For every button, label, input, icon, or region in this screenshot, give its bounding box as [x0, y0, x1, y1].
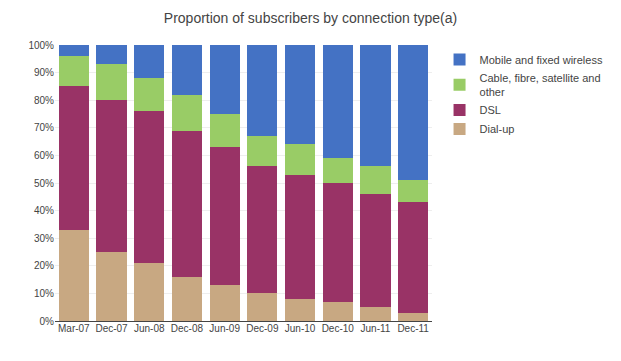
svg-text:Cable, fibre, satellite andoth: Cable, fibre, satellite andother — [480, 72, 601, 98]
svg-text:10%: 10% — [34, 288, 54, 299]
svg-text:Dec-08: Dec-08 — [171, 323, 204, 334]
svg-text:Proportion of subscribers by c: Proportion of subscribers by connection … — [164, 10, 457, 26]
svg-text:90%: 90% — [34, 67, 54, 78]
svg-text:Dec-11: Dec-11 — [397, 323, 429, 334]
svg-text:50%: 50% — [34, 178, 54, 189]
svg-text:Mar-07: Mar-07 — [58, 323, 90, 334]
svg-text:Dial-up: Dial-up — [480, 123, 515, 135]
svg-text:70%: 70% — [34, 122, 54, 133]
svg-text:80%: 80% — [34, 95, 54, 106]
svg-text:0%: 0% — [40, 316, 55, 327]
svg-text:Mobile and fixed wireless: Mobile and fixed wireless — [480, 54, 603, 66]
svg-text:Jun-08: Jun-08 — [134, 323, 165, 334]
svg-text:DSL: DSL — [480, 104, 501, 116]
svg-text:Jun-09: Jun-09 — [209, 323, 240, 334]
svg-text:Jun-10: Jun-10 — [285, 323, 316, 334]
svg-text:60%: 60% — [34, 150, 54, 161]
svg-text:Dec-09: Dec-09 — [246, 323, 279, 334]
svg-text:100%: 100% — [28, 40, 54, 51]
svg-text:Dec-07: Dec-07 — [95, 323, 128, 334]
svg-text:Dec-10: Dec-10 — [322, 323, 355, 334]
svg-text:30%: 30% — [34, 233, 54, 244]
svg-text:40%: 40% — [34, 205, 54, 216]
svg-text:Jun-11: Jun-11 — [361, 323, 391, 334]
svg-text:20%: 20% — [34, 260, 54, 271]
